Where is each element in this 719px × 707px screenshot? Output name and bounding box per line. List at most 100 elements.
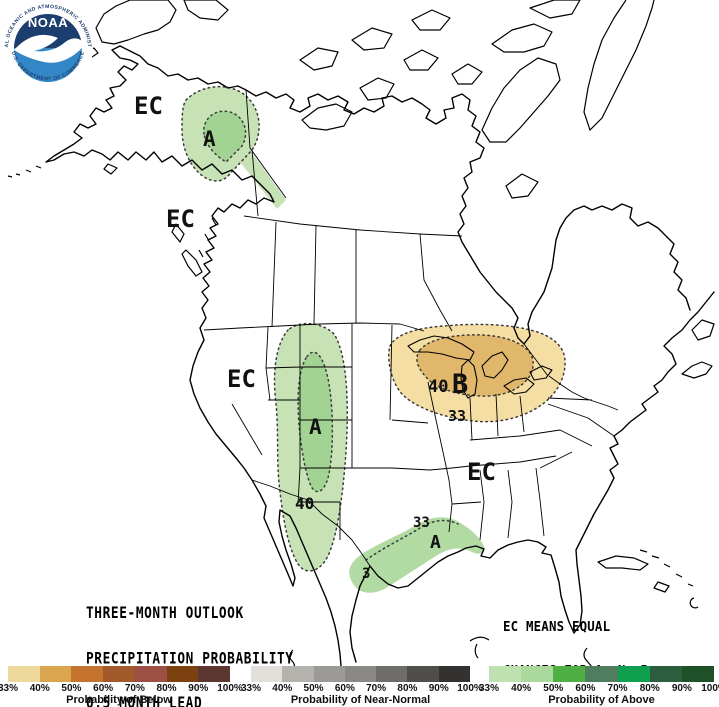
label-lakes-33: 33 (448, 407, 466, 425)
label-gulf-33: 33 (413, 515, 430, 531)
contour-plains-40 (297, 351, 334, 493)
swatch (313, 666, 345, 682)
label-a-plains: A (309, 415, 322, 439)
label-plains-40: 40 (295, 494, 314, 513)
arctic-islands (95, 0, 715, 379)
contour-lakes-33 (388, 323, 566, 423)
swatch (649, 666, 682, 682)
label-ec-southeast: EC (467, 458, 496, 486)
great-lakes (407, 335, 553, 399)
swatch (166, 666, 199, 682)
label-lakes-40: 40 (428, 377, 448, 397)
tick-label: 40% (29, 683, 50, 694)
label-b-great-lakes: B (452, 369, 468, 400)
tick-label: 80% (156, 683, 177, 694)
swatch (585, 666, 618, 682)
tick-label: 50% (61, 683, 82, 694)
region-above-alaska-sliver (240, 150, 286, 209)
region-above-alaska-40 (203, 111, 246, 162)
coast-west (45, 45, 342, 667)
colorbar-above: 33% 40% 50% 60% 70% 80% 90% 100% Probabi… (479, 666, 719, 706)
tick-label: 70% (366, 683, 387, 694)
colorbar-below-swatches (8, 666, 231, 682)
swatch (8, 666, 40, 682)
tick-label: 80% (397, 683, 418, 694)
map-labels: EC EC EC EC A A A B 40 40 33 33 3 (134, 92, 496, 582)
tick-label: 33% (0, 683, 19, 694)
swatch (134, 666, 167, 682)
region-above-plains-40 (298, 352, 333, 492)
swatch (198, 666, 231, 682)
contour-alaska-40 (203, 110, 247, 163)
region-above-gulf-33 (349, 517, 485, 593)
swatch (681, 666, 714, 682)
legend-line: EC MEANS EQUAL (503, 618, 611, 634)
tick-label: 50% (543, 683, 564, 694)
swatch (344, 666, 377, 682)
seagull-swoosh-icon (14, 34, 82, 63)
tick-label: 33% (478, 683, 500, 694)
title-line: 0.5 MONTH LEAD (86, 694, 203, 707)
title-line: THREE-MONTH OUTLOOK (86, 603, 244, 623)
region-below-lakes-40 (416, 334, 534, 397)
swatch (376, 666, 408, 682)
tick-label: 50% (303, 683, 324, 694)
swatch (103, 666, 135, 682)
tick-label: 80% (639, 683, 660, 694)
tick-label: 40% (511, 683, 532, 694)
contour-alaska-33 (181, 85, 260, 182)
swatch (617, 666, 650, 682)
title-block: THREE-MONTH OUTLOOK PRECIPITATION PROBAB… (86, 576, 294, 707)
colorbar-near-normal: 33% 40% 50% 60% 70% 80% 90% 100% Probabi… (241, 666, 483, 706)
swatch (521, 666, 554, 682)
tick-label: 60% (334, 683, 355, 694)
tick-label: 60% (93, 683, 114, 694)
swatch (71, 666, 104, 682)
swatch (251, 666, 283, 682)
label-gulf-3: 3 (362, 566, 370, 582)
contour-lakes-40 (416, 334, 534, 397)
swatch (553, 666, 586, 682)
tick-label: 100% (701, 683, 719, 694)
tick-label: 100% (457, 683, 483, 694)
label-ec-west: EC (227, 365, 256, 393)
colorbar-near-normal-caption: Probability of Near-Normal (290, 694, 431, 706)
label-a-gulf: A (430, 532, 441, 553)
colorbar-above-swatches (489, 666, 714, 682)
colorbar-near-normal-swatches (251, 666, 470, 682)
swatch (489, 666, 522, 682)
coast-gulf-atlantic (349, 291, 715, 663)
label-ec-british-columbia: EC (166, 205, 195, 233)
label-a-alaska: A (203, 127, 216, 151)
contour-gulf-33 (365, 519, 459, 561)
tick-label: 100% (217, 683, 243, 694)
tick-label: 60% (575, 683, 596, 694)
tick-label: 90% (671, 683, 692, 694)
coast-arctic-hudson (245, 89, 691, 345)
colorbar-below: 33% 40% 50% 60% 70% 80% 90% 100% Probabi… (0, 666, 243, 706)
state-province-borders (203, 89, 619, 567)
swatch (282, 666, 314, 682)
title-line: PRECIPITATION PROBABILITY (86, 649, 294, 669)
swatch (407, 666, 439, 682)
noaa-wordmark: NOAA (28, 15, 68, 30)
noaa-logo: NOAA NATIONAL OCEANIC AND ATMOSPHERIC AD… (0, 0, 93, 93)
tick-label: 90% (428, 683, 449, 694)
coastlines (7, 0, 715, 673)
colorbar-above-ticks: 33% 40% 50% 60% 70% 80% 90% 100% (479, 683, 719, 694)
colorbar-above-caption: Probability of Above (548, 694, 655, 706)
swatch (438, 666, 470, 682)
contour-lines (181, 85, 566, 572)
colorbar-near-normal-ticks: 33% 40% 50% 60% 70% 80% 90% 100% (241, 683, 483, 694)
tick-label: 70% (607, 683, 628, 694)
tick-label: 70% (124, 683, 145, 694)
colorbar-below-caption: Probability of Below (66, 694, 172, 706)
tick-label: 33% (240, 683, 262, 694)
tick-label: 40% (272, 683, 293, 694)
label-ec-alaska: EC (134, 92, 163, 120)
colorbar-below-ticks: 33% 40% 50% 60% 70% 80% 90% 100% (0, 683, 243, 694)
swatch (39, 666, 72, 682)
tick-label: 90% (188, 683, 209, 694)
